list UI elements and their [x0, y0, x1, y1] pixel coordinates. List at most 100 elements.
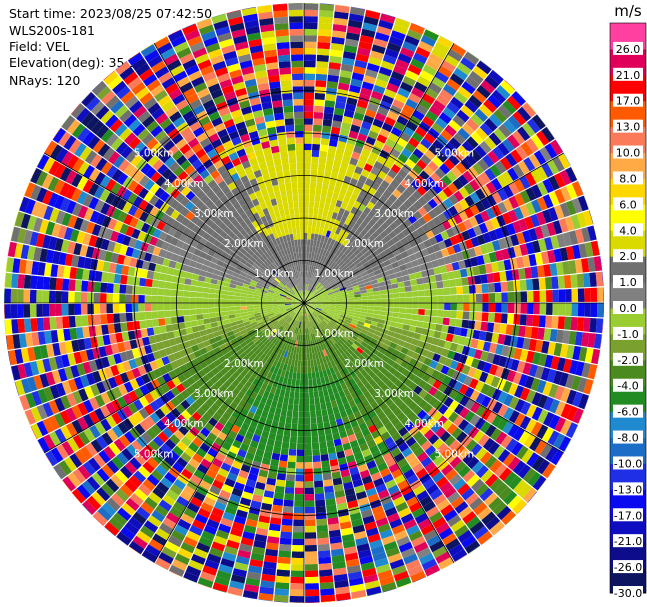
velocity-gate	[314, 105, 324, 113]
velocity-gate	[419, 334, 428, 342]
velocity-gate	[414, 251, 423, 260]
velocity-gate	[312, 333, 316, 340]
velocity-gate	[447, 182, 459, 194]
velocity-gate	[399, 131, 411, 143]
velocity-gate	[463, 303, 470, 312]
velocity-gate	[348, 130, 359, 140]
velocity-gate	[275, 361, 282, 369]
velocity-gate	[402, 324, 411, 331]
velocity-gate	[383, 174, 394, 185]
velocity-gate	[324, 341, 330, 349]
velocity-gate	[395, 344, 404, 352]
velocity-gate	[353, 291, 361, 295]
velocity-gate	[443, 396, 454, 408]
velocity-gate	[487, 150, 500, 164]
velocity-gate	[304, 500, 315, 507]
velocity-gate	[380, 212, 390, 222]
velocity-gate	[440, 146, 453, 159]
velocity-gate	[564, 216, 575, 231]
velocity-gate	[272, 446, 282, 455]
velocity-gate	[174, 553, 190, 566]
velocity-gate	[92, 515, 104, 526]
velocity-gate	[316, 324, 322, 331]
velocity-gate	[339, 128, 350, 137]
velocity-gate	[347, 19, 363, 29]
velocity-gate	[374, 557, 389, 568]
velocity-gate	[468, 426, 480, 439]
velocity-gate	[322, 342, 328, 350]
velocity-gate	[316, 299, 323, 301]
velocity-gate	[404, 174, 415, 185]
velocity-gate	[416, 159, 428, 170]
velocity-gate	[408, 391, 418, 401]
velocity-gate	[402, 406, 413, 417]
velocity-gate	[323, 479, 333, 487]
velocity-gate	[411, 285, 419, 292]
velocity-gate	[486, 273, 495, 283]
velocity-gate	[315, 345, 320, 353]
velocity-gate	[264, 555, 278, 563]
velocity-gate	[427, 198, 438, 209]
velocity-gate	[466, 456, 480, 470]
velocity-gate	[260, 580, 275, 589]
velocity-gate	[490, 427, 502, 441]
velocity-gate	[491, 239, 501, 252]
velocity-gate	[516, 256, 525, 269]
velocity-gate	[324, 316, 331, 322]
velocity-gate	[264, 331, 271, 338]
velocity-gate	[309, 314, 313, 321]
velocity-gate	[74, 315, 83, 327]
velocity-gate	[389, 518, 403, 529]
velocity-gate	[281, 402, 289, 411]
velocity-gate	[318, 314, 325, 319]
velocity-gate	[443, 340, 452, 350]
velocity-gate	[348, 355, 356, 363]
velocity-gate	[129, 457, 142, 470]
velocity-gate	[374, 435, 384, 445]
velocity-gate	[351, 282, 359, 288]
velocity-gate	[355, 337, 363, 344]
velocity-gate	[329, 55, 342, 64]
velocity-gate	[228, 430, 238, 440]
velocity-gate	[453, 269, 462, 279]
velocity-gate	[376, 25, 392, 36]
velocity-gate	[211, 541, 226, 552]
velocity-gate	[315, 306, 323, 310]
velocity-gate	[384, 421, 394, 431]
velocity-gate	[362, 274, 370, 280]
velocity-gate	[396, 535, 411, 547]
velocity-gate	[266, 438, 275, 447]
velocity-gate	[315, 73, 328, 82]
velocity-gate	[240, 377, 248, 386]
velocity-gate	[368, 351, 377, 359]
velocity-gate	[263, 561, 277, 570]
velocity-gate	[571, 197, 583, 214]
velocity-gate	[469, 303, 477, 312]
velocity-gate	[376, 371, 385, 380]
velocity-gate	[343, 149, 353, 158]
velocity-gate	[326, 288, 334, 293]
velocity-gate	[309, 320, 314, 328]
velocity-gate	[165, 512, 180, 524]
velocity-gate	[142, 478, 156, 492]
velocity-gate	[417, 257, 426, 266]
velocity-gate	[442, 532, 457, 546]
velocity-gate	[368, 387, 377, 396]
velocity-gate	[144, 496, 158, 510]
velocity-gate	[307, 314, 311, 322]
velocity-gate	[381, 255, 390, 263]
velocity-gate	[470, 389, 481, 402]
velocity-gate	[344, 38, 359, 48]
velocity-gate	[541, 126, 555, 143]
velocity-gate	[229, 580, 245, 590]
velocity-gate	[422, 321, 430, 330]
velocity-gate	[596, 287, 604, 302]
velocity-gate	[326, 287, 333, 292]
velocity-gate	[145, 544, 161, 557]
velocity-gate	[255, 394, 263, 403]
velocity-gate	[328, 523, 340, 532]
velocity-gate	[245, 452, 255, 461]
velocity-gate	[377, 318, 386, 325]
velocity-gate	[443, 255, 452, 265]
velocity-gate	[317, 364, 323, 372]
